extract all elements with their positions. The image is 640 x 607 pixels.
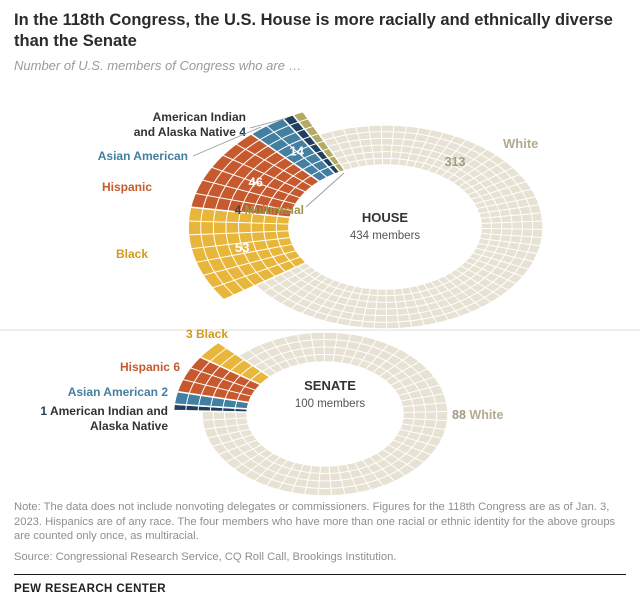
note-text: Note: The data does not include nonvotin… <box>14 501 616 543</box>
house-label-hispanic: Hispanic <box>102 180 152 194</box>
house-leader-multiracial <box>305 172 345 208</box>
page-title: In the 118th Congress, the U.S. House is… <box>14 11 613 50</box>
chart-subtitle: Number of U.S. members of Congress who a… <box>14 58 302 74</box>
house-ring: 53 46 14 313 White HOUSE 434 members American I… <box>98 110 544 330</box>
source-text: Source: Congressional Research Service, … <box>14 550 397 563</box>
house-value-asian-american: 14 <box>290 144 305 159</box>
senate-label-american-indian-and-alaska-native: Alaska Native <box>90 419 168 433</box>
senate-label-hispanic: Hispanic 6 <box>120 360 180 374</box>
senate-waffle-grid-hispanic <box>181 357 261 403</box>
house-label-multiracial: 4 Multiracial <box>235 203 304 217</box>
pew-footer: PEW RESEARCH CENTER <box>14 573 626 595</box>
senate-label-asian-american: Asian American 2 <box>68 385 169 399</box>
house-label-american-indian-and-alaska-native: and Alaska Native 4 <box>134 125 247 139</box>
senate-segment-black <box>198 341 272 386</box>
house-label-white: White <box>503 136 538 151</box>
congress-diversity-chart: 53 46 14 313 White HOUSE 434 members American I… <box>0 110 640 497</box>
house-label-asian-american: Asian American <box>98 149 188 163</box>
house-chamber-label: HOUSE <box>362 210 409 225</box>
senate-waffle-grid-white <box>202 332 448 497</box>
house-waffle-grid-asian-american <box>251 118 336 182</box>
senate-white-callout: 88 White <box>452 408 503 422</box>
house-waffle-grid-hispanic <box>193 134 320 218</box>
house-waffle-grid-black <box>188 207 307 301</box>
house-value-black: 53 <box>235 240 249 255</box>
house-members-label: 434 members <box>350 230 421 242</box>
senate-members-label: 100 members <box>295 398 366 410</box>
house-value-hispanic: 46 <box>249 175 263 190</box>
house-label-american-indian-and-alaska-native: American Indian <box>153 110 246 124</box>
house-leader-asian-american <box>192 126 262 157</box>
senate-chamber-label: SENATE <box>304 378 356 393</box>
house-leader-american-indian-and-alaska-native <box>249 117 288 129</box>
brand-text: PEW RESEARCH CENTER <box>14 582 167 595</box>
house-label-black: Black <box>116 247 148 261</box>
house-value-white: 313 <box>445 155 466 169</box>
senate-ring: 88 White SENATE 100 members 3 Black Hispanic… <box>40 327 503 497</box>
senate-label-american-indian-and-alaska-native: 1 American Indian and <box>40 404 168 418</box>
house-waffle-grid-white <box>255 125 544 330</box>
senate-label-black: 3 Black <box>186 327 228 341</box>
